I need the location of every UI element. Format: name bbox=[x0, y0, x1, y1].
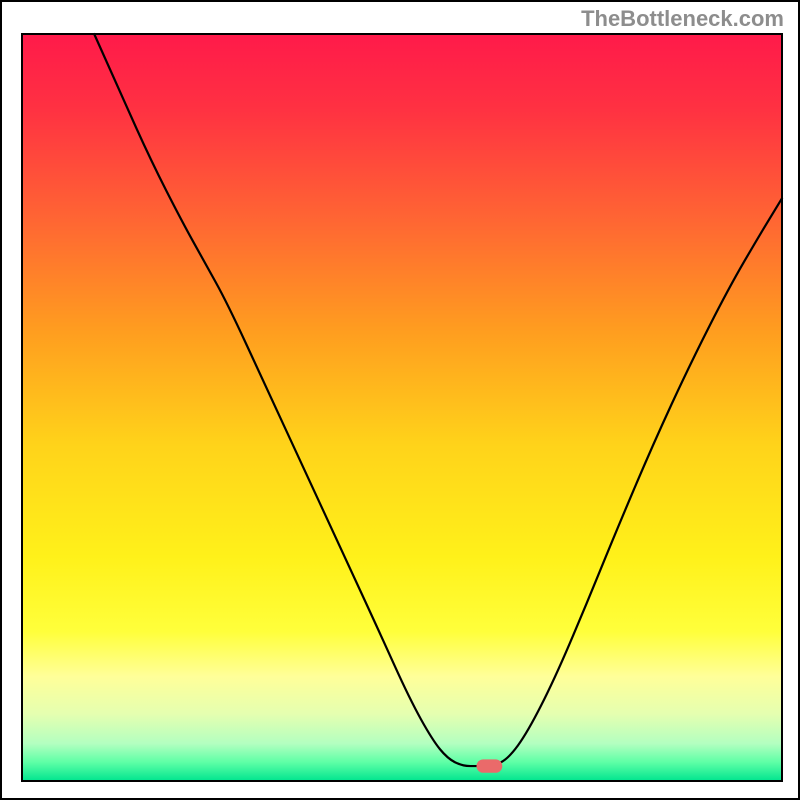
chart-container: TheBottleneck.com bbox=[0, 0, 800, 800]
plot-area bbox=[22, 34, 782, 781]
watermark-text: TheBottleneck.com bbox=[581, 6, 784, 32]
